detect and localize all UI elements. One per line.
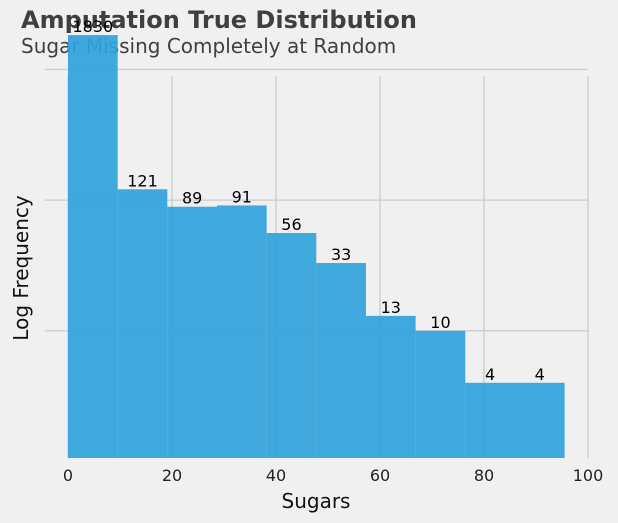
x-tick-label: 0 bbox=[63, 466, 73, 485]
histogram-bar bbox=[117, 189, 168, 458]
x-axis-ticks: 0 20 40 60 80 100 bbox=[63, 466, 603, 485]
y-axis-label: Log Frequency bbox=[9, 195, 33, 341]
bar-value-label: 121 bbox=[127, 171, 158, 190]
bar-value-label: 13 bbox=[381, 298, 401, 317]
bar-value-label: 56 bbox=[281, 215, 301, 234]
x-axis-label: Sugars bbox=[282, 489, 351, 513]
histogram-bar bbox=[465, 382, 515, 458]
histogram-bar bbox=[266, 233, 317, 458]
histogram-bar bbox=[216, 205, 267, 458]
histogram-bar bbox=[316, 263, 366, 458]
bar-value-label: 33 bbox=[331, 245, 351, 264]
histogram-bar bbox=[167, 206, 217, 458]
bar-value-label: 89 bbox=[182, 189, 202, 208]
bar-value-label: 4 bbox=[535, 365, 545, 384]
histogram-bar bbox=[514, 382, 565, 458]
histogram-bar bbox=[68, 35, 118, 458]
histogram-bars bbox=[68, 35, 565, 458]
bar-value-label: 4 bbox=[485, 365, 495, 384]
x-tick-label: 100 bbox=[573, 466, 604, 485]
x-tick-label: 60 bbox=[370, 466, 390, 485]
bar-value-labels: 1830 121 89 91 56 33 13 10 4 4 bbox=[72, 17, 544, 384]
x-tick-label: 80 bbox=[474, 466, 494, 485]
bar-value-label: 10 bbox=[430, 313, 450, 332]
histogram-bar bbox=[415, 330, 466, 458]
histogram-bar bbox=[365, 315, 416, 458]
bar-value-label: 91 bbox=[232, 187, 252, 206]
chart-title: Amputation True Distribution bbox=[21, 6, 417, 34]
x-tick-label: 20 bbox=[162, 466, 182, 485]
bar-value-label: 1830 bbox=[72, 17, 113, 36]
x-tick-label: 40 bbox=[266, 466, 286, 485]
